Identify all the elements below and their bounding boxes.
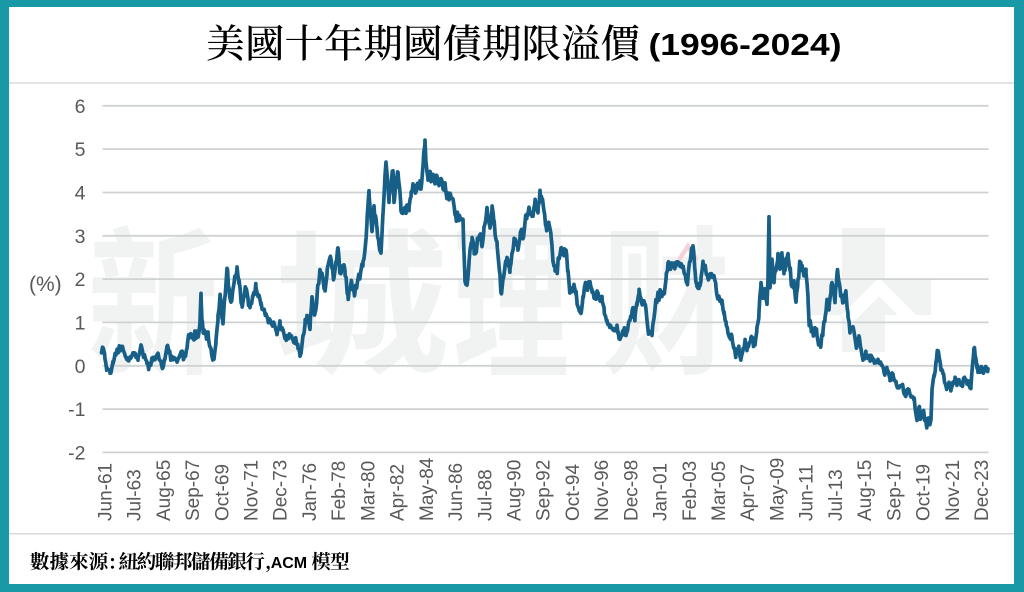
svg-text:6: 6	[75, 96, 86, 118]
svg-text:Aug-90: Aug-90	[505, 460, 526, 521]
svg-text:Sep-17: Sep-17	[884, 460, 905, 521]
svg-text:Dec-98: Dec-98	[621, 460, 642, 521]
svg-text:Jan-76: Jan-76	[300, 463, 321, 521]
svg-text:(1996-2024): (1996-2024)	[649, 27, 842, 62]
svg-text:Feb-03: Feb-03	[680, 461, 701, 521]
svg-text:-1: -1	[68, 399, 85, 421]
svg-text:Dec-73: Dec-73	[271, 460, 292, 521]
svg-text:Oct-69: Oct-69	[212, 464, 233, 521]
svg-text:4: 4	[75, 183, 86, 205]
svg-text:ACM: ACM	[271, 555, 307, 572]
svg-text:2: 2	[75, 269, 86, 291]
svg-text:Oct-19: Oct-19	[914, 464, 935, 521]
svg-text:Mar-05: Mar-05	[709, 461, 730, 521]
svg-text:Sep-67: Sep-67	[183, 460, 204, 521]
svg-text:Jun-86: Jun-86	[446, 463, 467, 521]
svg-text:Jul-63: Jul-63	[125, 469, 146, 521]
svg-text:Nov-71: Nov-71	[242, 460, 263, 521]
svg-text:May-09: May-09	[768, 458, 789, 521]
svg-text:Jan-01: Jan-01	[651, 463, 672, 521]
svg-text:Jun-11: Jun-11	[797, 464, 818, 521]
svg-text:-2: -2	[68, 442, 85, 464]
svg-text:Nov-21: Nov-21	[943, 460, 964, 521]
svg-text:(%): (%)	[29, 273, 62, 296]
svg-text:3: 3	[75, 226, 86, 248]
svg-text:5: 5	[75, 139, 86, 161]
svg-text:Jun-61: Jun-61	[95, 463, 116, 521]
svg-text:Nov-96: Nov-96	[592, 460, 613, 521]
svg-text:Feb-78: Feb-78	[329, 461, 350, 521]
svg-text:Aug-65: Aug-65	[154, 460, 175, 521]
svg-text:1: 1	[75, 312, 86, 334]
svg-text:Apr-82: Apr-82	[388, 464, 409, 521]
svg-text:Sep-92: Sep-92	[534, 460, 555, 521]
svg-text:0: 0	[75, 356, 86, 378]
svg-text:Mar-80: Mar-80	[358, 461, 379, 521]
svg-text:May-84: May-84	[417, 457, 438, 521]
svg-text:Dec-23: Dec-23	[972, 460, 993, 521]
svg-text:Oct-94: Oct-94	[563, 464, 584, 521]
svg-text:Jul-13: Jul-13	[826, 469, 847, 521]
svg-text:Aug-15: Aug-15	[855, 460, 876, 521]
svg-text:Apr-07: Apr-07	[738, 464, 759, 521]
svg-text:Jul-88: Jul-88	[475, 469, 496, 521]
